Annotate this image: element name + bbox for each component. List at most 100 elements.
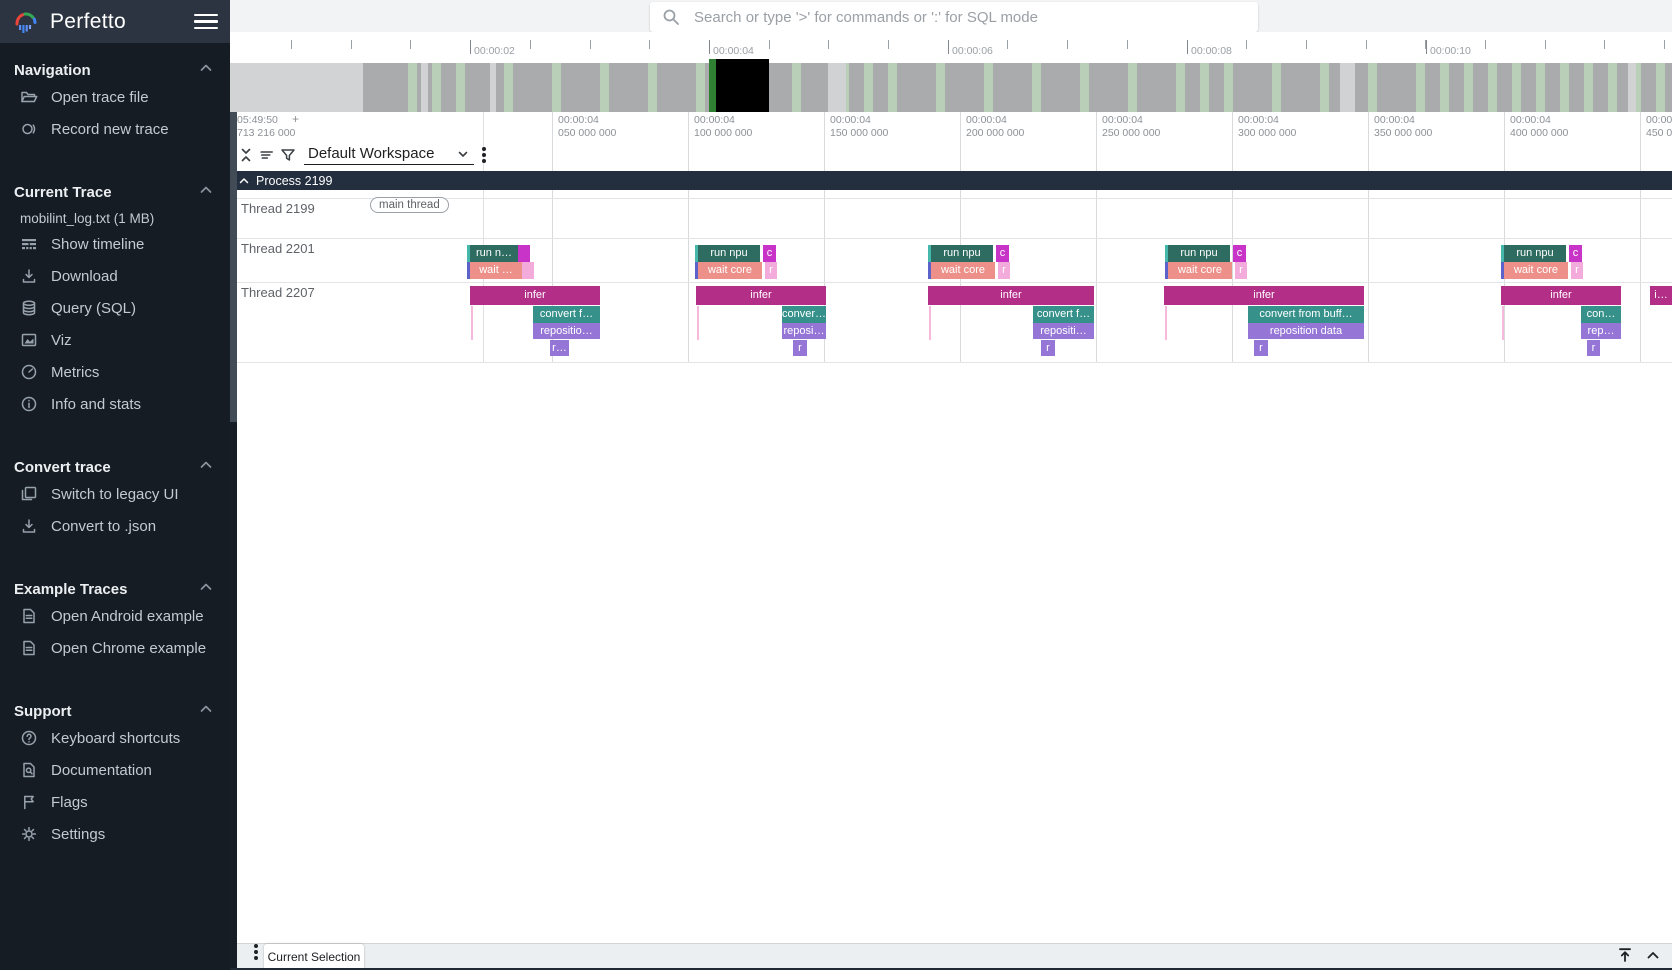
trace-slice[interactable]: reposition data <box>1248 323 1364 339</box>
trace-slice[interactable] <box>467 245 470 262</box>
sidebar-item-keyboard-shortcuts[interactable]: Keyboard shortcuts <box>0 722 230 754</box>
chevron-up-icon <box>200 705 212 712</box>
trace-slice[interactable]: r <box>1571 262 1583 279</box>
track-label[interactable]: Thread 2207 <box>241 285 315 300</box>
trace-slice[interactable]: infer <box>470 286 600 305</box>
trace-slice[interactable]: run npu <box>931 245 993 262</box>
trace-slice[interactable] <box>518 245 530 262</box>
trace-slice[interactable]: wait … <box>470 262 522 279</box>
unfold-less-icon[interactable] <box>237 146 255 164</box>
workspace-menu-icon[interactable] <box>482 153 486 157</box>
sidebar-item-documentation[interactable]: Documentation <box>0 754 230 786</box>
omnibox[interactable] <box>650 2 1258 32</box>
trace-slice[interactable]: infer <box>928 286 1094 305</box>
scrollbar-thumb[interactable] <box>230 112 237 422</box>
overview-ruler[interactable]: 00:00:02 00:00:04 00:00:06 00:00:08 00:00:10 <box>230 32 1672 59</box>
trace-slice[interactable]: run npu <box>698 245 760 262</box>
sidebar-item-open-chrome-example[interactable]: Open Chrome example <box>0 632 230 664</box>
trace-slice[interactable]: convert f… <box>533 306 600 323</box>
sidebar-item-open-android-example[interactable]: Open Android example <box>0 600 230 632</box>
folder-open-icon <box>21 91 38 103</box>
trace-slice[interactable]: wait core <box>1504 262 1568 279</box>
sidebar-item-open-trace-file[interactable]: Open trace file <box>0 81 230 113</box>
trace-slice[interactable]: infer <box>1501 286 1621 305</box>
sidebar-item-info-and-stats[interactable]: Info and stats <box>0 388 230 420</box>
filter-funnel-icon[interactable] <box>279 146 297 164</box>
trace-slice[interactable]: wait core <box>1168 262 1232 279</box>
trace-slice[interactable] <box>695 245 698 262</box>
section-title-navigation[interactable]: Navigation <box>0 59 230 81</box>
sidebar-item-settings[interactable]: Settings <box>0 818 230 850</box>
trace-slice[interactable]: convert from buff… <box>1248 306 1364 323</box>
trace-slice[interactable] <box>928 245 931 262</box>
sort-lines-icon[interactable] <box>258 146 276 164</box>
trace-slice[interactable]: wait core <box>698 262 762 279</box>
trace-slice[interactable]: c <box>763 245 776 262</box>
overview-activity-stripe <box>696 63 705 112</box>
sidebar-item-viz[interactable]: Viz <box>0 324 230 356</box>
process-group-header[interactable]: Process 2199 <box>230 171 1672 190</box>
trace-slice[interactable]: con… <box>1581 306 1621 323</box>
trace-slice[interactable]: c <box>1233 245 1246 262</box>
trace-slice[interactable]: repositi… <box>1033 323 1094 339</box>
trace-slice[interactable]: c <box>996 245 1009 262</box>
trace-slice[interactable]: infer <box>696 286 826 305</box>
chevron-up-icon[interactable] <box>1644 946 1662 964</box>
tab-menu-icon[interactable] <box>254 950 258 954</box>
overview-minimap[interactable] <box>230 59 1672 112</box>
trace-slice[interactable]: reposi… <box>782 323 826 339</box>
section-title-current-trace[interactable]: Current Trace <box>0 181 230 203</box>
sidebar-item-query-sql-[interactable]: Query (SQL) <box>0 292 230 324</box>
trace-slice[interactable]: i… <box>1650 286 1672 305</box>
sidebar-item-download[interactable]: Download <box>0 260 230 292</box>
section-title-support[interactable]: Support <box>0 700 230 722</box>
trace-slice[interactable] <box>1501 245 1504 262</box>
trace-slice[interactable] <box>467 262 470 279</box>
menu-icon[interactable] <box>194 13 218 30</box>
trace-slice[interactable]: convert f… <box>1033 306 1094 323</box>
trace-slice[interactable]: r <box>1235 262 1247 279</box>
track-label[interactable]: Thread 2201 <box>241 241 315 256</box>
trace-slice[interactable]: r <box>998 262 1010 279</box>
trace-slice[interactable]: conver… <box>782 306 826 323</box>
sidebar-item-switch-to-legacy-ui[interactable]: Switch to legacy UI <box>0 478 230 510</box>
scrollbar-track[interactable] <box>230 112 237 970</box>
trace-slice[interactable]: r <box>1254 340 1268 356</box>
tab-current-selection[interactable]: Current Selection <box>264 944 364 969</box>
trace-slice[interactable]: run npu <box>1504 245 1566 262</box>
workspace-selector[interactable]: Default Workspace <box>304 145 474 165</box>
trace-slice[interactable] <box>695 262 698 279</box>
scroll-to-top-icon[interactable] <box>1616 946 1634 964</box>
overview-activity-stripe <box>1128 63 1137 112</box>
track-label[interactable]: Thread 2199 <box>241 201 315 216</box>
trace-slice[interactable]: wait core <box>931 262 995 279</box>
overview-selection-marker[interactable] <box>709 59 716 112</box>
trace-slice[interactable] <box>1165 245 1168 262</box>
trace-slice[interactable]: run npu <box>1168 245 1230 262</box>
section-title-convert-trace[interactable]: Convert trace <box>0 456 230 478</box>
sidebar-item-flags[interactable]: Flags <box>0 786 230 818</box>
sidebar-item-convert-to-json[interactable]: Convert to .json <box>0 510 230 542</box>
trace-slice[interactable] <box>1165 262 1168 279</box>
sidebar-item-show-timeline[interactable]: Show timeline <box>0 228 230 260</box>
trace-slice[interactable]: r <box>1587 340 1600 356</box>
trace-slice[interactable]: r… <box>550 340 569 356</box>
overview-selected-window[interactable] <box>716 59 769 112</box>
trace-slice[interactable]: run n… <box>470 245 518 262</box>
sidebar-item-metrics[interactable]: Metrics <box>0 356 230 388</box>
trace-slice[interactable] <box>928 262 931 279</box>
sidebar-item-record-new-trace[interactable]: Record new trace <box>0 113 230 145</box>
search-input[interactable] <box>692 7 1246 27</box>
trace-slice[interactable] <box>522 262 534 279</box>
trace-slice[interactable]: c <box>1569 245 1582 262</box>
trace-slice[interactable]: r <box>1041 340 1055 356</box>
track-shelf-divider[interactable] <box>483 112 484 362</box>
section-title-example-traces[interactable]: Example Traces <box>0 578 230 600</box>
trace-slice[interactable] <box>1501 262 1504 279</box>
overview-activity-stripe <box>1416 63 1425 112</box>
trace-slice[interactable]: r <box>765 262 777 279</box>
trace-slice[interactable]: rep… <box>1581 323 1621 339</box>
trace-slice[interactable]: r <box>793 340 807 356</box>
trace-slice[interactable]: repositio… <box>533 323 600 339</box>
trace-slice[interactable]: infer <box>1164 286 1364 305</box>
